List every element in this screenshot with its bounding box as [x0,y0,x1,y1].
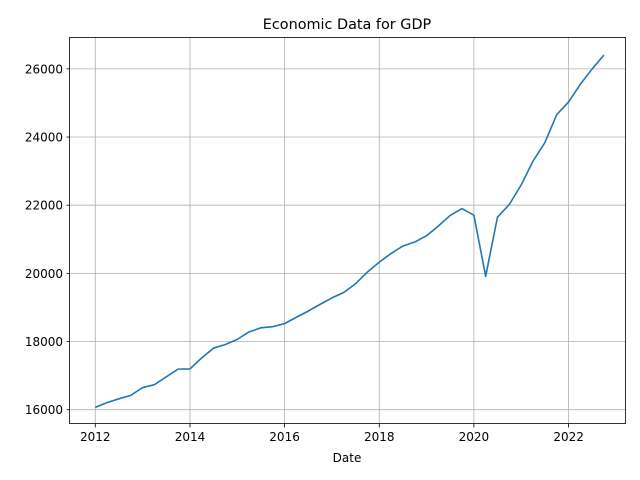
x-tick-label: 2014 [175,430,206,444]
y-tick-label: 20000 [25,267,63,281]
grid-lines [70,37,626,424]
x-tick-label: 2022 [553,430,584,444]
gdp-series-line [94,54,605,409]
y-tick-label: 26000 [25,62,63,76]
x-tick-label: 2018 [364,430,395,444]
y-tick-label: 24000 [25,131,63,145]
chart-title: Economic Data for GDP [263,17,432,33]
y-tick-label: 16000 [25,403,63,417]
x-axis: 2012 2014 2016 2018 2020 2022 [80,424,584,444]
y-tick-label: 22000 [25,199,63,213]
plot-frame [69,37,626,424]
y-tick-label: 18000 [25,335,63,349]
y-axis: 16000 18000 20000 22000 24000 26000 [25,62,70,417]
x-tick-label: 2016 [269,430,300,444]
x-tick-label: 2012 [80,430,111,444]
series-lines [94,54,605,409]
x-axis-label: Date [333,451,362,465]
x-tick-label: 2020 [459,430,490,444]
